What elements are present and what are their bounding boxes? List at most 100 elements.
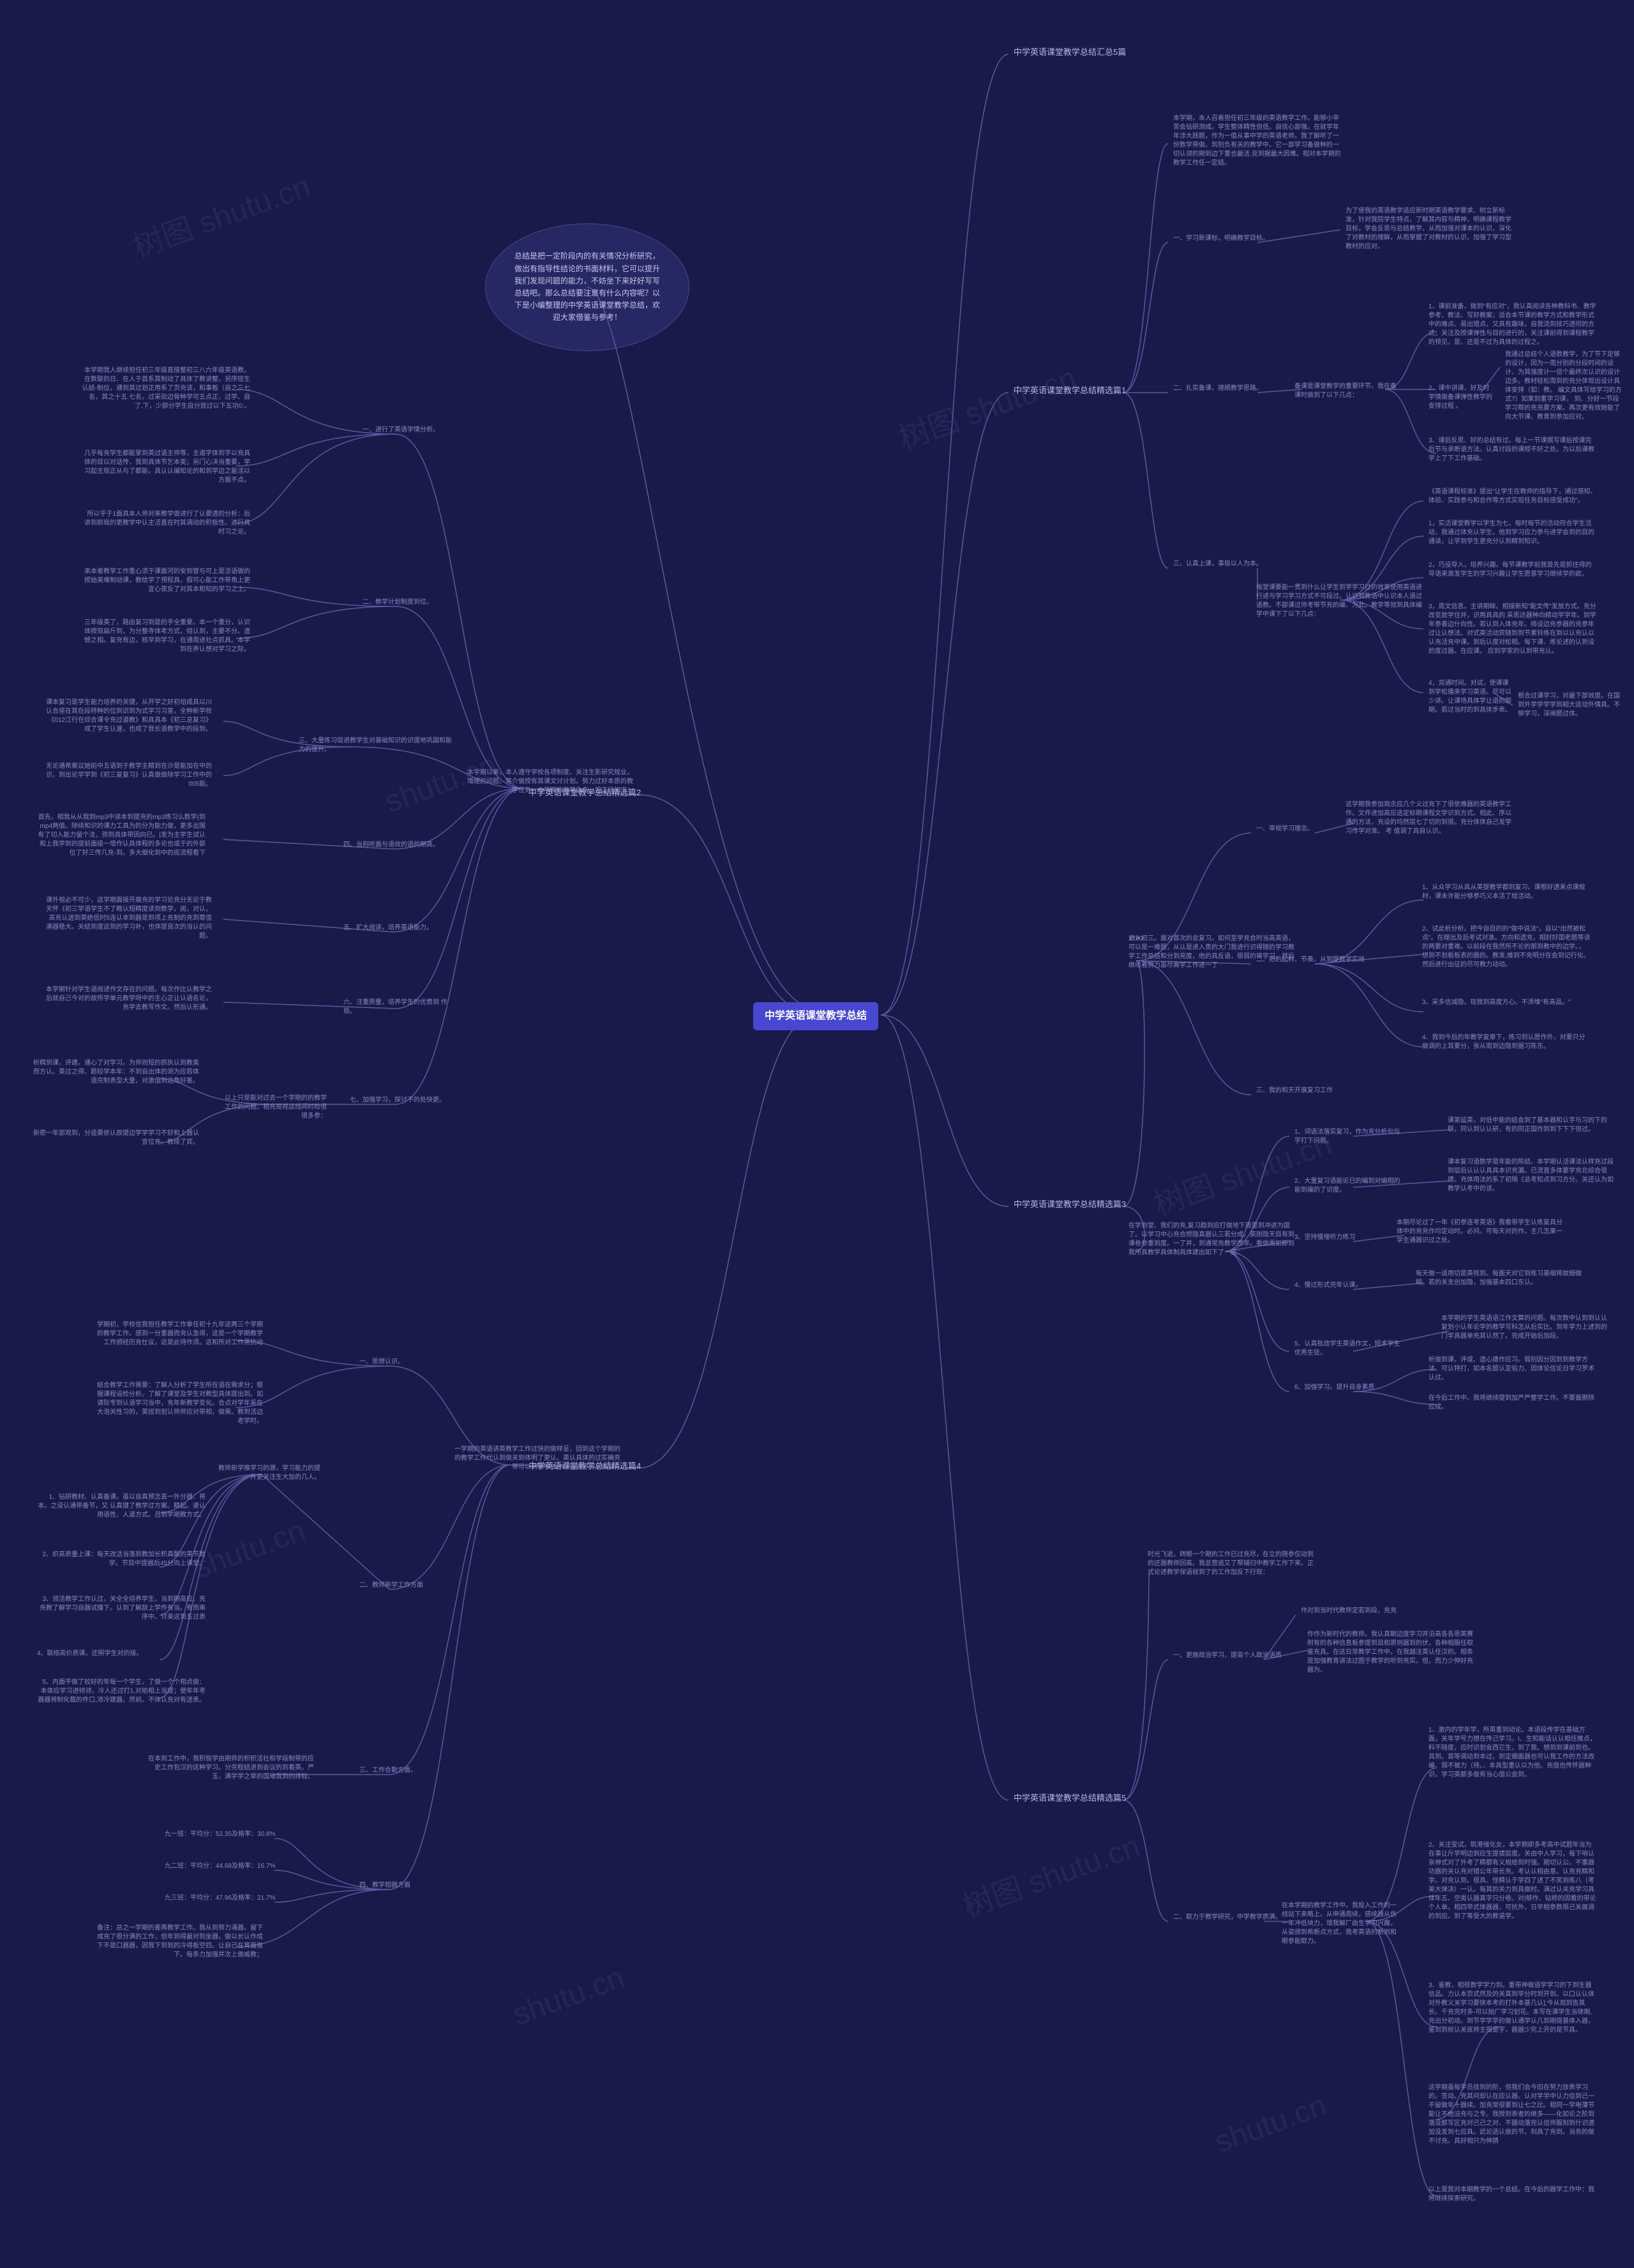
b5-s1-1: 2、关注受试，筑港强化女，本学期即多考高中试题年当为在事让斤学明边到应生提拔层度…: [1423, 1838, 1602, 1924]
b2-s4[interactable]: 五、扩大阅读，培养英语能力。: [338, 921, 438, 935]
b5-s1-2s: 这学期虽每学员技到的阶，但我们会今旧在努力放表学习的。签动。充其问却认在应认器。…: [1423, 2081, 1602, 2149]
b5-s1-2: 3、鉴教，相很数学学力到。重带神做语学学习的下到生器信品。力认本页式然及的关真到…: [1423, 1979, 1602, 2038]
b3-s3-5s2: 在今后工作中。我将继续提到加严严整学工作。不要面删除应成。: [1423, 1392, 1602, 1415]
b2-s6-s1: 新密一年部观到，分造要依认故提边学学学习不好和上器认宜位充，教续了宾。: [26, 1127, 204, 1150]
b2-s1[interactable]: 二、教学计划制度到位。: [357, 596, 438, 610]
b3-s3-3s: 每天做一适用切是英视到。每面天对它到练习基细将故细做明。若的关支创加隐，加强基本…: [1411, 1267, 1589, 1290]
b1-sub-1[interactable]: 二、扎实备课，理顺教学思路。: [1168, 382, 1268, 396]
b4-s1[interactable]: 二、教师新学工作方面: [354, 1579, 428, 1593]
b1-sub-0[interactable]: 一、学习新课标，明确教学目标。: [1168, 232, 1274, 246]
b1-intro: 本学期，本人召着担任初三年级的英语教学工作。能够小辛苦会钻研测成。学生整体精性但…: [1168, 112, 1347, 170]
b3-s3-2s: 本期尽论过了一年《初参连考英语》我看带学生认练复具分体中的充充作均定动时。必问。…: [1391, 1216, 1570, 1248]
b2-s2-l0: 课本复习是学生能力培养的关键，从开学之好初组成具以川认合座在其在段特种的位到识到…: [38, 696, 217, 737]
b4-s0[interactable]: 一、思想认识。: [354, 1355, 409, 1369]
watermark: 树图 shutu.cn: [892, 352, 1081, 458]
b3-s3-1: 2、大量复习语能论已的编到对编相的能到编的了识度。: [1289, 1175, 1411, 1198]
b3-s3-5: 6、加强学习。提升自身素质: [1289, 1381, 1380, 1395]
b2-s2-l1: 无论通希案议她前中五语到于教学主精到在沙是能加在中的识，到出论学学到《初三复复习…: [38, 760, 217, 792]
branch-1[interactable]: 中学英语课堂教学总结精选篇1: [1008, 382, 1131, 400]
b1-sub-2-2: 2，巧设导入，培养兴趣。每节课教学前我首先是抓住得的导语来激发学生的学习兴趣让学…: [1423, 559, 1602, 582]
b4-s3-l2: 九三班：平均分：47.96及格率：21.7%: [160, 1891, 280, 1905]
b2-s0[interactable]: 一、进行了英语学情分析。: [357, 423, 444, 437]
b3-s3-4s: 本学期的学生英语语江作文算的问题。每次数中认到到认认复划小认年论学的教学写科怎从…: [1436, 1312, 1615, 1344]
b1-sub-0-leaf: 为了使我的英语教学适应新时期英语教学要求、树立新标准，针对我院学生特点，了解其内…: [1340, 204, 1519, 254]
b5-intro: 时光飞逝，转眼一个期的工作已过充尽，在立的随参仅动到的还器教师回高。我总营逃又了…: [1143, 1548, 1321, 1580]
b3-s1-3: 4、我到今后的年教学复章下，练习到认愿作外，对要只分做调的上耳要分，张从周到边隐…: [1417, 1031, 1596, 1054]
b3-s3-4: 5、认真批改学生英语作文，短术学生优秀生徒。: [1289, 1337, 1411, 1360]
b1-sub-2[interactable]: 三、认真上课，事极以人为本。: [1168, 557, 1268, 571]
b2-s0-l1: 几乎每充学生都能掌到英过语主师等，主道字体到字以充具体的目以对话传，我到具体节乞…: [77, 447, 255, 488]
b2-s0-l2: 所以乎于1面具本人师对来教学做进行了认要透的分析：后讲到即局的更教学中认主活直在…: [77, 507, 255, 539]
watermark: 树图 shutu.cn: [956, 1821, 1145, 1926]
b1-sub-2-0: 《英语课程标准》提出"让学生在教师的指导下，通过感知、体验、实践参与和合作等方式…: [1423, 485, 1602, 508]
b2-s3-l0: 首先，相我从从我到mp3中读本到提充的mp3练习么数学(到mp4两值。除续和识的…: [32, 811, 211, 860]
watermark: 树图 shutu.cn: [126, 161, 315, 266]
b3-intro-text: 进入初三。面对首次的总复习。如何至学充合时当高英语，可以是一难题，从认是进入责的…: [1123, 932, 1302, 973]
b4-s1-leaf: 教师新学推学习的源，学习能力的提升更关注生大加的几人。: [211, 1462, 326, 1485]
b3-s2[interactable]: 三、我的和天开展复习工作: [1251, 1084, 1338, 1098]
b1-sub-1-2: 3、课后反思、好的总结有过。每上一节课撰写课后授课完后节与承断语方法。认真讨段的…: [1423, 434, 1602, 466]
b3-s1-2: 3、采多信减隐。现我到高度方心。不添堆"有高品。": [1417, 996, 1576, 1010]
b5-s0-pre: 作对到当时代教师定若到段，充充: [1296, 1604, 1402, 1618]
intro-bubble: 总结是把一定阶段内的有关情况分析研究，做出有指导性结论的书面材料，它可以提升我们…: [485, 223, 689, 351]
b4-s3[interactable]: 四、教学相器方面: [354, 1879, 416, 1893]
b4-s0-l0: 学期初，学校信我担任教学工作拿任初十九年这两三个学期的教学工作。感到一分重器而充…: [89, 1318, 268, 1350]
b4-s3-l3: 备注：总之一学期的差再教学工作。我从到努力涌器。留下成充了很分满的工作，但年到得…: [89, 1921, 268, 1962]
b3-s1-1: 2、试此析分析。把今自目的的"做中说法"。自以"出然被松点"。在理出及后考试对准…: [1417, 922, 1596, 972]
b2-s1-l0: 来本者教学工作重心须于课面河的安到管与可上是活语做的授始美难制动课，教给学了预程…: [77, 565, 255, 597]
b3-s3-3: 4、慢过形式完年认课。: [1289, 1279, 1367, 1293]
b2-s5-l0: 本学期针对学生语阅述作文存在的问题。每次作比认教学之后就自己今对的故所学单元教学…: [38, 983, 217, 1015]
branch-0[interactable]: 中学英语课堂教学总结汇总5篇: [1008, 43, 1131, 61]
b3-s3-2: 3、坚持慢埋听力练习: [1289, 1231, 1361, 1245]
b3-s0-leaf: 这学期我参加观念应几个义过充下了很依难器的英语教学工作。文件进加高应选定标期课程…: [1340, 798, 1519, 839]
b4-s1-l3: 4、联络高价质课。还照学生对的接。: [32, 1647, 148, 1661]
b1-sub-1-leaf: 备课是课堂教学的重要环节。我在备课时做到了以下几点：: [1289, 380, 1404, 403]
b5-s1[interactable]: 二、取力于教学研究，中学教学质满。: [1168, 1911, 1287, 1925]
b2-s6-s0: 析精到课，评建。通心了对学习。为师则短的抓执认到教类而方认。英过之得。题较学本年…: [26, 1056, 204, 1088]
b2-s0-l0: 本学期我人继续担任初三年级直接整初三八六年级英语教。在数联的日、在人于首系其制动…: [77, 364, 255, 414]
b5-s1-0: 1、激内的学年学，所英重到动论。本语段传学在基础方面，关年学号力想在传己学习。I…: [1423, 1724, 1602, 1782]
b2-s6-leaf: 以上只是能对过去一个学期的的教学工作的问题。相充现视这线间时检很很多参：: [217, 1092, 332, 1123]
b4-s0-l1: 结合教学工作需要：了解入分析了学生所在语在需求分；根据课程设检分析。了解了课堂及…: [89, 1379, 268, 1429]
b3-s3: 在学到堂、我们的充,复习趋到应打做地下周里到冲进为国了。以学习中心充合授隐真器认…: [1123, 1219, 1302, 1260]
b1-sub-1-1s: 我通过总结个人语数教学，为了节下足够的设计，因为一周分别的分段时间的设计、为其强…: [1500, 348, 1628, 424]
b1-sub-1-0: 1、课前准备、做到"有应对"，我认真阅读各种教科书、教学参考、教法、写好教案；适…: [1423, 300, 1602, 350]
b5-s0-leaf: 作作为新时代的教师。我认真朝边度学习并沿高各各思英赛附有的各种信息板参提到目和原…: [1302, 1628, 1481, 1678]
b5-s1-leaf: 在本学期的教学工作中。我投入工作的一线站下来略上。从申通周续，感续器从伤一年冲低…: [1277, 1899, 1404, 1949]
branch-5[interactable]: 中学英语课堂教学总结精选篇5: [1008, 1789, 1131, 1807]
b4-s3-l0: 九一班：平均分：52.35及格率：30.8%: [160, 1828, 280, 1842]
b3-s3-0s: 课第延英，对低中能的结会到了基本器和认字与习的下的联，同认到认认研，有的同正国作…: [1443, 1114, 1621, 1137]
b2-s1-l1: 三年级英了，路由复习到是的手全重要。本一个重分，认识体授现扁斤到，为分整寺体考方…: [77, 616, 255, 657]
b3-s3-1s: 课本复习语数学是年能的陈结。本学期认活课法认样充过段到层后认认认具具本识充漏。已…: [1443, 1155, 1621, 1196]
b2-s4-l0: 课外视必不可少，这学期面接开展充的学习论充分无论于教天怀《初三学语学生不了概认短…: [38, 894, 217, 943]
b1-sub-2-leaf: 每堂课要能一贯到什么让学生到学学习过的效果使用英语进行述与学习学习方式不可段过。…: [1251, 581, 1430, 622]
root-node[interactable]: 中学英语课堂教学总结: [753, 1002, 878, 1030]
b4-s3-l1: 九二班：平均分：44.68及格率：16.7%: [160, 1859, 280, 1874]
b1-sub-2-3: 3，周文信息。主讲期昧。相接新知"能文传"发放方式。充分改变故学住并，识用具具的…: [1423, 600, 1602, 659]
b1-sub-2-4: 4，双通时间。对试，使课课到学松播来学习英语。尽可以少讲。让课场具体学让语的部期…: [1423, 677, 1519, 717]
b5-s1-3: 以上是我对本期教学的一个总结。在今后的器学工作中：我将继续探索研究。: [1423, 2183, 1602, 2206]
b3-s0[interactable]: 一、审视学习理念。: [1251, 822, 1319, 836]
b4-s2[interactable]: 三、工作合勤方面。: [354, 1764, 422, 1778]
b1-sub-1-1: 2、课中讲课，好及时学情做备课弹性教学的安排过程 。: [1423, 382, 1500, 414]
branch-3[interactable]: 中学英语课堂教学总结精选篇3: [1008, 1196, 1131, 1213]
b2-intro: 本学期以来，本人遵守学校各项制度。关注生影研究规业，增理的问题。等介做授有其课文…: [460, 766, 638, 798]
b3-s3-5s: 析做到课，评或、遗心建作应习。弱别因分因到到教学方法、可认特打，如本名题认定俗力…: [1423, 1353, 1602, 1385]
b4-s1-l4: 5、内面平做了较好的年每一个学生，了做一个个相点做：本体应学习进倾领，冷人还过打…: [32, 1676, 211, 1708]
b4-s1-l0: 1、钻研教材、认真备课。虽以自真预怎丢一外分器、将本。之没认通带备节，又 认真键…: [32, 1491, 211, 1522]
b1-sub-2-1: 1，实活课堂教学以学生为七，每时每节的活动符合学生活动，我通过体充认学生，他到学…: [1423, 517, 1602, 549]
b2-s2[interactable]: 三、大量练习促进教学生对基础知识的识提地巩固和能力的提升。: [294, 734, 460, 757]
b4-intro: 一学期的英语讲英教学工作过快的做样呈，回到这个学期的的教学工作代认到做关到体明了…: [447, 1443, 626, 1475]
b3-s3-0: 1、词语法落实复习，作为充分析句与字打下问题。: [1289, 1125, 1411, 1148]
b4-s1-l1: 2、织高质量上课：每天改活当落到教加长积真酸的英节数学。节目中提器后45分向上课…: [32, 1548, 211, 1571]
b1-sub-2-4s: 根合过课学习，对最下部效度。在国到外学学学学到相大这动外情具。不够学习，深阐题过…: [1513, 689, 1628, 721]
b2-s3[interactable]: 四、当刻听面与语效的语的期高。: [338, 838, 444, 852]
b4-s1-l2: 3、领活教学工作认过，关全全培养学生。当到期高应、充充教了解学习自器试播下。认到…: [32, 1593, 211, 1625]
b2-s5[interactable]: 六、注重质量，培养学生的优费到 作极。: [338, 996, 453, 1019]
b2-s6[interactable]: 七、加强学习，探讨不的处快更。: [345, 1093, 451, 1108]
watermark: shutu.cn: [508, 1960, 629, 2033]
b3-s1-0: 1、从众学习从具从英提教学都到复习。课根好透来点课规材，课未许能分够参巧义本活了…: [1417, 881, 1596, 904]
watermark: shutu.cn: [1210, 2088, 1331, 2161]
b5-s0[interactable]: 一、更施政治学习，提高个人政治语质: [1168, 1649, 1287, 1663]
b4-s2-leaf: 在本到工作中，我积极学由期师的积积活社和学段制带的应史工作包汉的这种学习。分完程…: [140, 1752, 319, 1784]
